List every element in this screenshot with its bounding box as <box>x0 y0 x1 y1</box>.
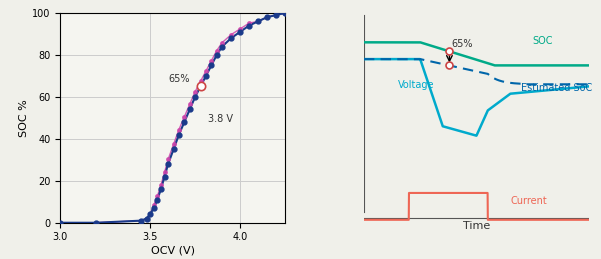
Text: Voltage: Voltage <box>398 81 434 90</box>
Text: Current: Current <box>510 196 547 206</box>
Text: 65%: 65% <box>168 74 190 84</box>
X-axis label: OCV (V): OCV (V) <box>151 245 195 255</box>
Text: Time: Time <box>463 221 490 231</box>
Text: Estimated SoC: Estimated SoC <box>522 83 593 92</box>
Text: 65%: 65% <box>452 39 473 49</box>
Text: 3.8 V: 3.8 V <box>208 114 233 124</box>
Text: SOC: SOC <box>532 37 553 46</box>
Y-axis label: SOC %: SOC % <box>19 99 29 137</box>
